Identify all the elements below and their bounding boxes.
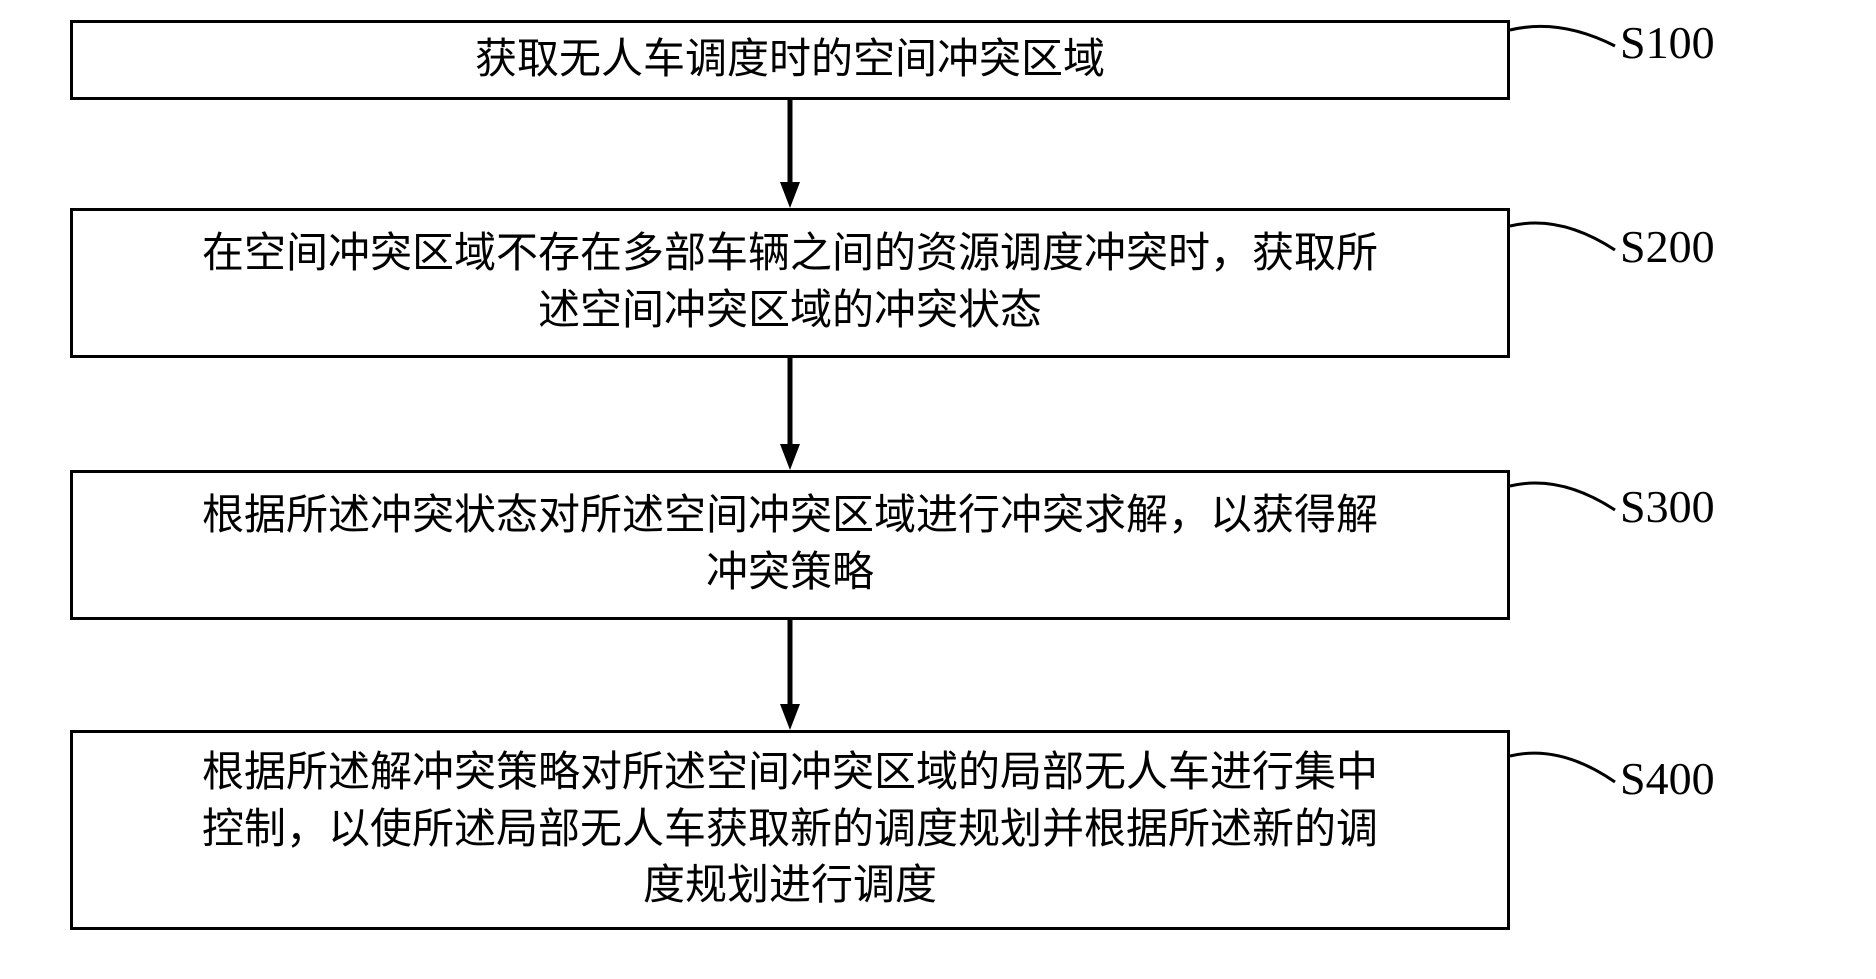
- flowchart-canvas: 获取无人车调度时的空间冲突区域 S100 在空间冲突区域不存在多部车辆之间的资源…: [0, 0, 1876, 979]
- step-text-s300: 根据所述冲突状态对所述空间冲突区域进行冲突求解，以获得解 冲突策略: [202, 488, 1378, 601]
- step-box-s300: 根据所述冲突状态对所述空间冲突区域进行冲突求解，以获得解 冲突策略: [70, 470, 1510, 620]
- step-text-s200: 在空间冲突区域不存在多部车辆之间的资源调度冲突时，获取所 述空间冲突区域的冲突状…: [202, 226, 1378, 339]
- label-curve-s400: [1506, 740, 1619, 786]
- step-text-s400: 根据所述解冲突策略对所述空间冲突区域的局部无人车进行集中 控制，以使所述局部无人…: [202, 745, 1378, 915]
- step-label-s300: S300: [1620, 480, 1715, 533]
- label-curve-s200: [1506, 210, 1619, 254]
- step-box-s100: 获取无人车调度时的空间冲突区域: [70, 20, 1510, 100]
- step-label-s400: S400: [1620, 752, 1715, 805]
- step-label-s200: S200: [1620, 220, 1715, 273]
- step-box-s400: 根据所述解冲突策略对所述空间冲突区域的局部无人车进行集中 控制，以使所述局部无人…: [70, 730, 1510, 930]
- step-box-s200: 在空间冲突区域不存在多部车辆之间的资源调度冲突时，获取所 述空间冲突区域的冲突状…: [70, 208, 1510, 358]
- label-curve-s300: [1506, 470, 1619, 514]
- step-text-s100: 获取无人车调度时的空间冲突区域: [475, 32, 1105, 89]
- step-label-s100: S100: [1620, 16, 1715, 69]
- label-curve-s100: [1506, 14, 1619, 50]
